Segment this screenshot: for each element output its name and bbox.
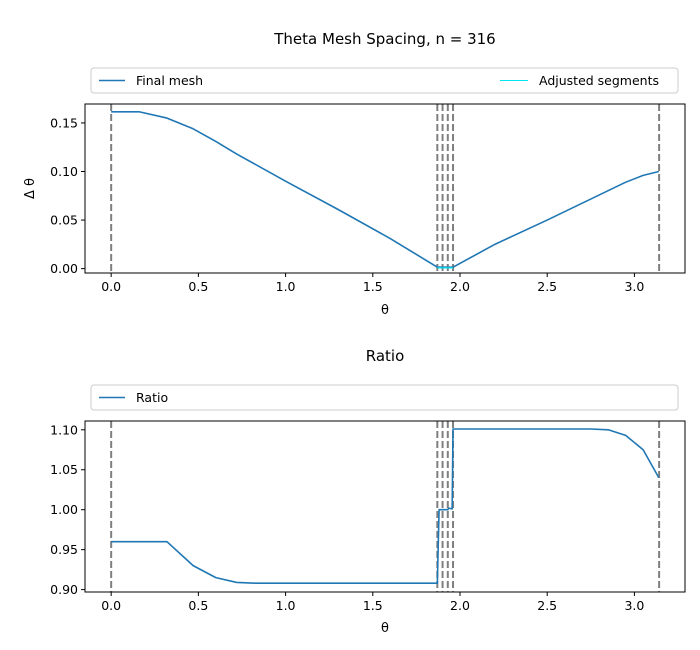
chart-title: Theta Mesh Spacing, n = 316: [273, 30, 495, 48]
legend: Final mesh Adjusted segments: [90, 67, 679, 94]
x-axis: 0.0 0.5 1.0 1.5 2.0 2.5 3.0: [101, 273, 644, 294]
x-tick-label: 0.0: [101, 598, 121, 613]
x-tick-label: 3.0: [624, 279, 644, 294]
series-layer: [111, 110, 660, 269]
legend-box: [90, 67, 679, 94]
x-axis-label: θ: [381, 303, 389, 318]
plot-frame: [84, 103, 686, 274]
x-axis-label: θ: [381, 621, 389, 636]
y-tick-label: 1.00: [50, 502, 78, 517]
legend-label-final-mesh: Final mesh: [136, 73, 203, 88]
y-tick-label: 0.15: [50, 115, 78, 130]
series-line-ratio: [111, 428, 660, 585]
x-tick-label: 3.0: [624, 598, 644, 613]
x-tick-label: 1.5: [363, 279, 383, 294]
legend-label-adjusted-segments: Adjusted segments: [539, 73, 659, 88]
y-tick-label: 0.00: [50, 261, 78, 276]
x-tick-label: 2.5: [537, 279, 557, 294]
x-tick-label: 2.0: [450, 279, 470, 294]
y-tick-label: 0.10: [50, 164, 78, 179]
legend-label-ratio: Ratio: [136, 390, 168, 405]
y-axis: 0.00 0.05 0.10 0.15: [50, 115, 85, 276]
y-axis: 0.90 0.95 1.00 1.05 1.10: [50, 422, 85, 597]
ratio-chart: Ratio Ratio 0.0 0.5 1.0 1.5 2.0 2.5 3.0 0.900.…: [50, 347, 686, 636]
x-tick-label: 1.0: [276, 279, 296, 294]
chart-title: Ratio: [366, 347, 405, 365]
y-tick-label: 0.90: [50, 582, 78, 597]
mesh-spacing-chart: Theta Mesh Spacing, n = 316 Final mesh A…: [23, 30, 686, 318]
legend: Ratio: [90, 384, 679, 411]
legend-box: [90, 384, 679, 411]
x-axis: 0.0 0.5 1.0 1.5 2.0 2.5 3.0: [101, 592, 644, 613]
x-tick-label: 1.0: [276, 598, 296, 613]
y-axis-label: Δ θ: [23, 178, 38, 199]
x-tick-label: 0.5: [188, 598, 208, 613]
series-line-final-mesh: [111, 110, 660, 268]
y-tick-label: 1.05: [50, 462, 78, 477]
y-tick-label: 1.10: [50, 422, 78, 437]
series-layer: [111, 428, 660, 585]
vertical-lines: [110, 104, 661, 273]
y-tick-label: 0.95: [50, 542, 78, 557]
plot-frame: [84, 420, 686, 593]
x-tick-label: 1.5: [363, 598, 383, 613]
x-tick-label: 0.5: [188, 279, 208, 294]
x-tick-label: 2.0: [450, 598, 470, 613]
y-tick-label: 0.05: [50, 213, 78, 228]
x-tick-label: 0.0: [101, 279, 121, 294]
x-tick-label: 2.5: [537, 598, 557, 613]
